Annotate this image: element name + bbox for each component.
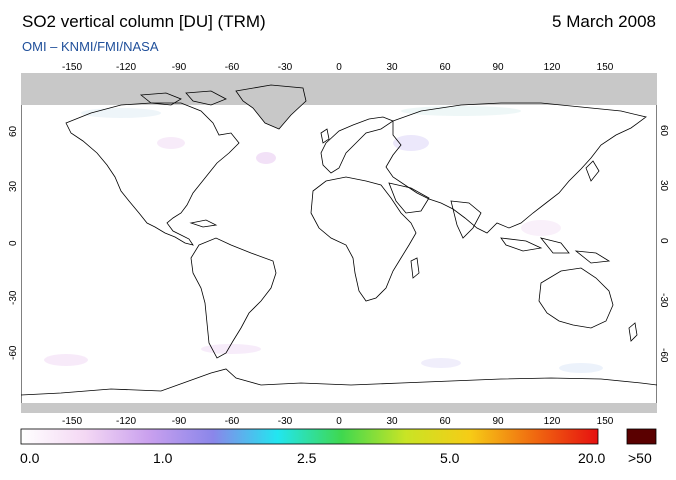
top-lon-tick: 0 xyxy=(336,62,342,73)
bottom-lon-tick: -120 xyxy=(115,416,136,427)
left-lat-tick: -60 xyxy=(8,345,19,360)
right-lat-tick: 30 xyxy=(658,180,669,192)
bottom-lon-tick: -60 xyxy=(224,416,240,427)
left-lat-tick: 0 xyxy=(8,240,19,246)
south-no-data-band xyxy=(21,403,657,413)
coast-greenland xyxy=(235,84,307,130)
source-label: OMI – KNMI/FMI/NASA xyxy=(22,39,159,54)
bottom-lon-tick: 150 xyxy=(596,416,614,427)
coast-japan xyxy=(585,160,600,182)
coast-australia xyxy=(538,267,614,329)
coastlines xyxy=(21,84,657,396)
colorbar-label: 5.0 xyxy=(440,450,460,466)
top-lon-tick: 60 xyxy=(439,62,451,73)
top-lon-tick: 120 xyxy=(543,62,561,73)
colorbar-gradient xyxy=(20,428,599,445)
bottom-lon-tick: -90 xyxy=(171,416,187,427)
coast-arctic-islands xyxy=(185,90,227,106)
top-lon-tick: -120 xyxy=(115,62,136,73)
top-lon-tick: 30 xyxy=(386,62,398,73)
top-lon-tick: -90 xyxy=(171,62,187,73)
left-lat-tick: -30 xyxy=(8,290,19,305)
bottom-lon-tick: 60 xyxy=(439,416,451,427)
top-lon-tick: 90 xyxy=(492,62,504,73)
coast-new-zealand xyxy=(628,322,638,342)
colorbar-label: >50 xyxy=(628,450,652,466)
coast-arabia xyxy=(388,182,430,214)
coast-africa xyxy=(310,176,417,302)
colorbar-overflow-swatch xyxy=(626,428,657,445)
north-no-data-band xyxy=(21,73,657,105)
world-map xyxy=(21,73,657,413)
top-lon-tick: -150 xyxy=(61,62,82,73)
colorbar xyxy=(20,428,657,445)
coast-arctic-islands xyxy=(139,92,182,106)
coast-antarctica xyxy=(21,368,657,396)
bottom-lon-tick: -30 xyxy=(277,416,293,427)
coast-asia xyxy=(385,102,647,234)
left-lat-tick: 60 xyxy=(8,125,19,137)
colorbar-label: 0.0 xyxy=(20,450,40,466)
right-lat-tick: 60 xyxy=(658,125,669,137)
left-lat-tick: 30 xyxy=(8,180,19,192)
coast-europe xyxy=(320,116,394,174)
bottom-lon-tick: 30 xyxy=(386,416,398,427)
coast-cuba xyxy=(189,219,218,228)
colorbar-label: 1.0 xyxy=(153,450,173,466)
coast-british-isles xyxy=(320,128,330,144)
bottom-lon-tick: 90 xyxy=(492,416,504,427)
coast-indonesia xyxy=(539,237,570,254)
right-lat-tick: -60 xyxy=(658,348,669,363)
map-frame xyxy=(21,73,657,413)
colorbar-label: 2.5 xyxy=(297,450,317,466)
coast-new-guinea xyxy=(574,250,611,264)
bottom-lon-tick: 120 xyxy=(543,416,561,427)
bottom-lon-tick: -150 xyxy=(61,416,82,427)
coast-north-america xyxy=(65,102,240,246)
coast-india xyxy=(450,200,482,239)
top-lon-tick: -60 xyxy=(224,62,240,73)
bottom-lon-tick: 0 xyxy=(336,416,342,427)
date-label: 5 March 2008 xyxy=(552,12,656,31)
right-lat-tick: -30 xyxy=(658,293,669,308)
colorbar-label: 20.0 xyxy=(578,450,606,466)
chart-title: SO2 vertical column [DU] (TRM) xyxy=(22,12,266,31)
top-lon-tick: -30 xyxy=(277,62,293,73)
coast-madagascar xyxy=(410,257,420,279)
coast-south-america xyxy=(190,237,277,359)
coast-indonesia xyxy=(500,237,543,252)
top-lon-tick: 150 xyxy=(596,62,614,73)
right-lat-tick: 0 xyxy=(658,238,669,244)
